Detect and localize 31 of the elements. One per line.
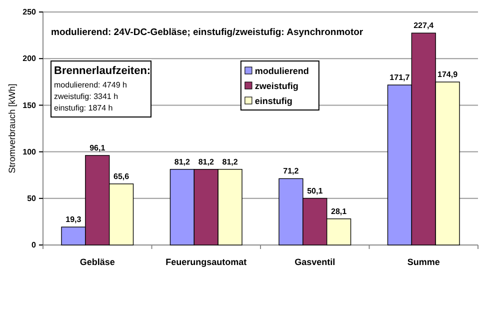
legend-label: zweistufig xyxy=(254,81,298,91)
y-tick-label: 0 xyxy=(32,240,37,250)
data-label: 19,3 xyxy=(66,215,82,224)
annotation: modulierend: 4749 h xyxy=(54,80,127,90)
y-tick-label: 150 xyxy=(22,100,37,110)
data-label: 81,2 xyxy=(198,157,214,166)
x-tick-label: Gasventil xyxy=(294,257,336,267)
data-label: 81,2 xyxy=(222,157,238,166)
data-label: 227,4 xyxy=(414,21,434,30)
annotation: einstufig: 1874 h xyxy=(54,104,113,112)
y-tick-label: 200 xyxy=(22,54,37,64)
data-label: 28,1 xyxy=(331,206,348,216)
y-axis-title: Stromverbrauch [kWh] xyxy=(7,84,17,174)
x-tick-label: Gebläse xyxy=(80,257,115,267)
annotation: modulierend: 24V-DC-Gebläse; einstufig/zweistufig: Asynchronmotor xyxy=(51,27,364,38)
x-tick-label: Summe xyxy=(407,257,440,267)
y-tick-label: 100 xyxy=(22,147,37,156)
annotation: Brennerlaufzeiten: xyxy=(54,65,151,77)
data-label: 96,1 xyxy=(90,143,106,152)
y-tick-label: 50 xyxy=(27,194,37,203)
data-label: 174,9 xyxy=(438,70,458,79)
legend-label: modulierend xyxy=(254,66,309,76)
y-tick-label: 250 xyxy=(22,8,37,17)
data-label: 71,2 xyxy=(283,166,300,176)
data-label: 81,2 xyxy=(174,157,191,166)
data-label: 171,7 xyxy=(390,72,410,82)
annotation: zweistufig: 3341 h xyxy=(54,92,118,101)
data-label: 65,6 xyxy=(114,172,130,181)
x-tick-label: Feuerungsautomat xyxy=(166,257,247,267)
data-label: 50,1 xyxy=(307,186,324,196)
legend-label: einstufig xyxy=(254,96,292,106)
